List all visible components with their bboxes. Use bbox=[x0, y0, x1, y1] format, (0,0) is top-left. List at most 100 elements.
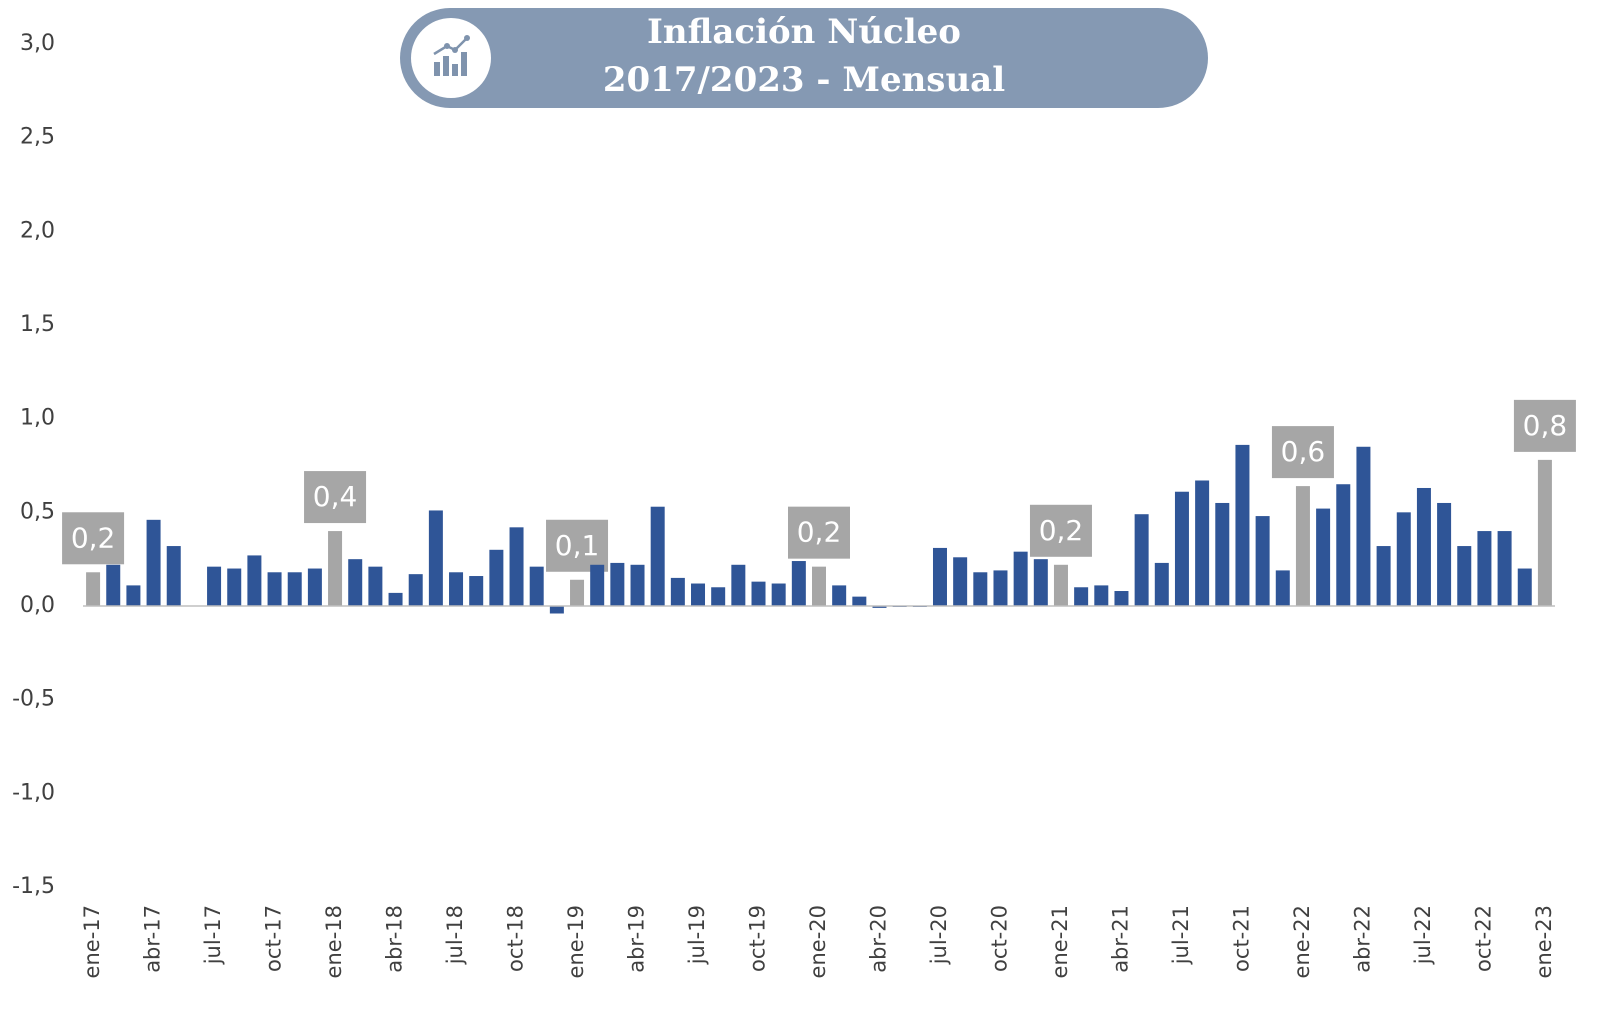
bar bbox=[771, 583, 786, 606]
chart-subtitle: 2017/2023 - Mensual bbox=[603, 60, 1005, 100]
x-tick-label: oct-20 bbox=[987, 905, 1011, 972]
data-label: 0,1 bbox=[555, 529, 600, 562]
x-tick-label: oct-19 bbox=[746, 905, 770, 972]
bar bbox=[328, 531, 343, 606]
bar bbox=[1013, 551, 1028, 606]
bar bbox=[1457, 546, 1472, 606]
bar bbox=[489, 549, 504, 606]
bar bbox=[469, 576, 484, 606]
y-tick-label: 2,5 bbox=[20, 125, 55, 150]
bar bbox=[146, 519, 161, 606]
data-label-box bbox=[1271, 426, 1334, 479]
bar bbox=[650, 506, 665, 606]
bar bbox=[247, 555, 262, 606]
bar bbox=[1154, 562, 1169, 606]
x-tick-label: oct-21 bbox=[1229, 905, 1253, 972]
x-tick-label: ene-17 bbox=[80, 905, 104, 978]
bar bbox=[691, 583, 706, 606]
chart-title: Inflación Núcleo bbox=[647, 12, 961, 52]
x-tick-label: abr-17 bbox=[141, 905, 165, 973]
title-banner bbox=[400, 8, 1208, 108]
bar bbox=[1074, 587, 1089, 606]
bar bbox=[1235, 444, 1250, 606]
title-icon bbox=[411, 18, 491, 98]
bar bbox=[428, 510, 443, 606]
y-tick-label: 1,5 bbox=[20, 312, 55, 337]
bar bbox=[1053, 564, 1068, 606]
x-tick-label: oct-18 bbox=[504, 905, 528, 972]
x-tick-label: ene-18 bbox=[322, 905, 346, 978]
x-tick-label: jul-19 bbox=[685, 905, 709, 965]
x-tick-label: oct-17 bbox=[262, 905, 286, 972]
bar bbox=[86, 572, 101, 606]
data-label: 0,2 bbox=[797, 516, 842, 549]
x-tick-label: abr-21 bbox=[1108, 905, 1132, 973]
bar bbox=[1497, 531, 1512, 606]
bar bbox=[812, 566, 826, 606]
bar bbox=[509, 527, 524, 606]
bar bbox=[1537, 459, 1552, 606]
y-tick-label: 3,0 bbox=[20, 31, 55, 56]
bar bbox=[106, 564, 121, 606]
data-label: 0,2 bbox=[71, 521, 116, 554]
bar bbox=[791, 561, 806, 606]
bar bbox=[1477, 531, 1492, 606]
data-label-box bbox=[546, 519, 609, 572]
data-label-box bbox=[788, 506, 850, 559]
data-label: 0,2 bbox=[1039, 514, 1084, 547]
bar bbox=[1437, 502, 1452, 606]
bar bbox=[1356, 446, 1371, 606]
bar bbox=[207, 566, 222, 606]
x-tick-label: jul-20 bbox=[927, 905, 951, 965]
bar bbox=[1215, 502, 1230, 606]
y-tick-label: -1,5 bbox=[12, 874, 55, 899]
x-tick-label: abr-22 bbox=[1350, 905, 1374, 973]
data-label-box bbox=[1513, 399, 1576, 452]
bar bbox=[1114, 591, 1129, 606]
x-tick-label: jul-22 bbox=[1411, 905, 1435, 965]
bar bbox=[731, 564, 746, 606]
data-label: 0,8 bbox=[1523, 409, 1568, 442]
y-tick-label: 1,0 bbox=[20, 406, 55, 431]
bar bbox=[1195, 480, 1210, 606]
bar bbox=[368, 566, 383, 606]
data-label: 0,4 bbox=[313, 480, 358, 513]
y-tick-label: 2,0 bbox=[20, 218, 55, 243]
y-tick-label: -0,5 bbox=[12, 687, 55, 712]
bar bbox=[287, 572, 302, 606]
data-label-box bbox=[304, 471, 367, 524]
bar bbox=[1396, 512, 1411, 606]
data-label-box bbox=[1029, 504, 1092, 557]
bar bbox=[1174, 491, 1189, 606]
bar bbox=[1275, 570, 1290, 606]
x-tick-label: jul-17 bbox=[201, 905, 225, 965]
x-tick-label: jul-21 bbox=[1169, 905, 1193, 965]
bar bbox=[570, 579, 585, 606]
bar bbox=[832, 585, 847, 606]
bar bbox=[630, 564, 645, 606]
bar bbox=[166, 546, 181, 606]
y-tick-label: 0,0 bbox=[20, 593, 55, 618]
bar bbox=[1517, 568, 1532, 606]
y-tick-label: -1,0 bbox=[12, 780, 55, 805]
bar bbox=[953, 557, 968, 606]
y-tick-label: 0,5 bbox=[20, 499, 55, 524]
x-tick-label: abr-19 bbox=[625, 905, 649, 973]
bar bbox=[126, 585, 141, 606]
bar bbox=[388, 592, 403, 606]
x-tick-label: abr-18 bbox=[383, 905, 407, 973]
bar bbox=[449, 572, 464, 606]
x-tick-label: ene-22 bbox=[1290, 905, 1314, 978]
bar bbox=[1336, 484, 1351, 606]
bar bbox=[1316, 508, 1331, 606]
x-tick-label: jul-18 bbox=[443, 905, 467, 965]
bar bbox=[267, 572, 282, 606]
x-tick-label: oct-22 bbox=[1471, 905, 1495, 972]
bar bbox=[751, 581, 766, 606]
bar bbox=[852, 596, 867, 606]
x-tick-label: ene-20 bbox=[806, 905, 830, 978]
bar bbox=[1094, 585, 1109, 606]
bar bbox=[529, 566, 544, 606]
bar bbox=[1416, 487, 1431, 606]
